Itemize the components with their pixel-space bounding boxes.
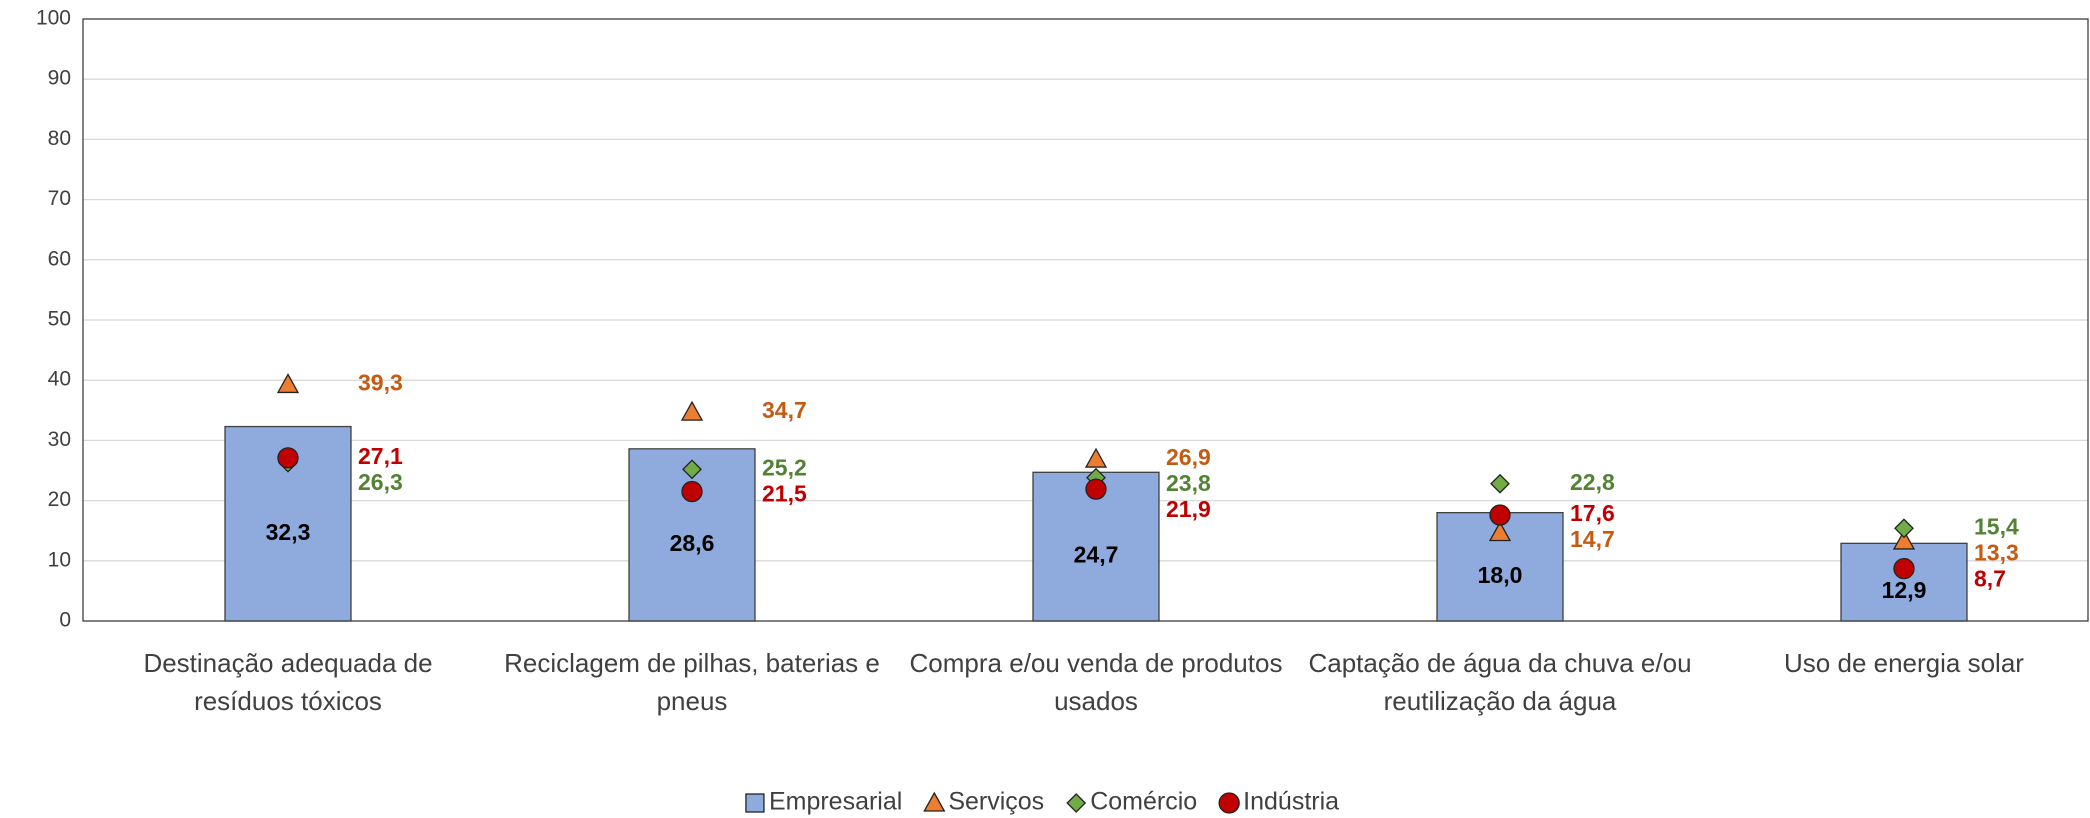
marker-diamond xyxy=(682,459,702,480)
marker-triangle xyxy=(923,791,946,812)
legend: Empresarial Serviços Comércio Indústria xyxy=(745,788,1339,816)
y-tick-label: 10 xyxy=(48,548,71,571)
marker-value-label: 15,4 xyxy=(1974,513,2019,539)
label-line: Captação de água da chuva e/ou xyxy=(1308,648,1691,678)
x-tick-label: Reciclagem de pilhas, baterias e pneus xyxy=(504,648,880,716)
marker-value-label: 13,3 xyxy=(1974,539,2019,565)
y-tick-label: 30 xyxy=(48,428,71,451)
label-line: Destinação adequada de xyxy=(143,648,432,678)
marker-diamond xyxy=(1066,793,1087,813)
y-tick-label: 0 xyxy=(59,609,71,632)
marker-value-label: 39,3 xyxy=(358,369,403,395)
marker-triangle xyxy=(276,373,300,394)
label-line: Uso de energia solar xyxy=(1784,648,2024,678)
marker-circle xyxy=(1893,557,1915,580)
marker-value-label: 21,9 xyxy=(1166,496,1211,522)
label-line: pneus xyxy=(657,686,728,716)
x-tick-label: Uso de energia solar xyxy=(1784,648,2024,678)
marker-diamond xyxy=(1894,518,1914,539)
label-line: Reciclagem de pilhas, baterias e xyxy=(504,648,880,678)
marker-value-label: 34,7 xyxy=(762,397,807,423)
marker-value-label: 8,7 xyxy=(1974,565,2006,591)
bar-value-label: 18,0 xyxy=(1478,562,1523,588)
legend-label: Comércio xyxy=(1090,788,1197,816)
label-line: resíduos tóxicos xyxy=(194,686,382,716)
y-tick-label: 40 xyxy=(48,368,71,391)
marker-triangle xyxy=(680,400,704,421)
x-tick-label: Compra e/ou venda de produtos usados xyxy=(910,648,1283,716)
marker-value-label: 26,3 xyxy=(358,469,403,495)
marker-value-label: 26,9 xyxy=(1166,444,1211,470)
y-tick-label: 50 xyxy=(48,308,71,331)
marker-value-label: 14,7 xyxy=(1570,526,1615,552)
y-tick-label: 100 xyxy=(36,7,71,30)
label-line: usados xyxy=(1054,686,1138,716)
legend-label: Serviços xyxy=(948,788,1044,816)
marker-value-label: 23,8 xyxy=(1166,470,1211,496)
marker-circle xyxy=(277,447,299,469)
marker-circle xyxy=(1085,478,1107,500)
marker-circle xyxy=(1218,792,1240,814)
marker-value-label: 22,8 xyxy=(1570,469,1615,495)
marker-triangle xyxy=(1084,447,1108,468)
marker-value-label: 17,6 xyxy=(1570,500,1615,526)
x-tick-label: Destinação adequada de resíduos tóxicos xyxy=(143,648,432,716)
legend-label: Indústria xyxy=(1243,788,1339,816)
bar xyxy=(1840,542,1968,622)
label-line: reutilização da água xyxy=(1384,686,1617,716)
marker-diamond xyxy=(1490,473,1510,494)
y-tick-label: 70 xyxy=(48,187,71,210)
bar-value-label: 12,9 xyxy=(1882,577,1927,603)
marker-triangle xyxy=(1488,521,1512,542)
marker-value-label: 21,5 xyxy=(762,480,807,506)
x-tick-label: Captação de água da chuva e/ou reutilizaç… xyxy=(1308,648,1691,716)
y-tick-label: 80 xyxy=(48,127,71,150)
bar-value-label: 28,6 xyxy=(670,530,715,556)
marker-value-label: 25,2 xyxy=(762,454,807,480)
marker-value-label: 27,1 xyxy=(358,443,403,469)
y-tick-label: 90 xyxy=(48,67,71,90)
y-tick-label: 20 xyxy=(48,488,71,511)
legend-label: Empresarial xyxy=(769,788,902,816)
marker-triangle xyxy=(1892,529,1916,550)
label-line: Compra e/ou venda de produtos xyxy=(910,648,1283,678)
bar-value-label: 24,7 xyxy=(1074,542,1119,568)
marker-circle xyxy=(1489,504,1511,526)
y-tick-label: 60 xyxy=(48,247,71,270)
marker-square xyxy=(745,793,765,813)
marker-circle xyxy=(681,480,703,503)
bar-value-label: 32,3 xyxy=(266,519,311,545)
